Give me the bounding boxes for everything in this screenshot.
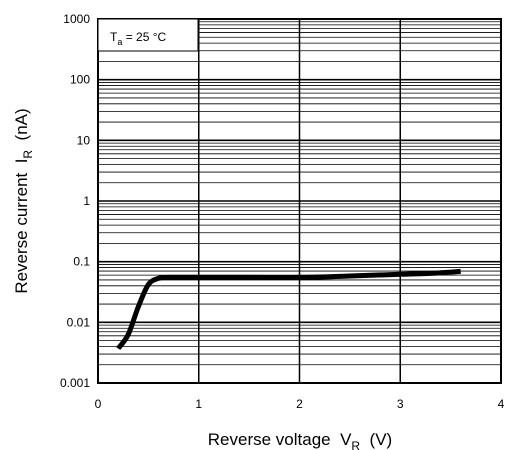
x-tick-label: 1 (195, 397, 202, 411)
y-tick-label: 100 (70, 73, 90, 87)
y-axis-label: Reverse current IR (nA) (12, 108, 35, 293)
y-tick-label: 1000 (63, 12, 90, 26)
y-tick-label: 1 (83, 194, 90, 208)
x-tick-labels: 0 1 2 3 4 (95, 397, 505, 411)
x-axis-label: Reverse voltage VR (V) (208, 430, 392, 450)
plot-frame (97, 18, 502, 384)
annotation-box (97, 18, 199, 52)
y-tick-label: 10 (77, 133, 91, 147)
x-tick-label: 4 (498, 397, 505, 411)
y-tick-label: 0.001 (60, 376, 90, 390)
y-tick-label: 0.01 (67, 315, 91, 329)
x-tick-label: 2 (296, 397, 303, 411)
annotation-text: Ta = 25 °C (110, 30, 167, 47)
y-tick-labels: 1000 100 10 1 0.1 0.01 0.001 (60, 12, 90, 390)
series-line (116, 268, 461, 351)
y-tick-label: 0.1 (73, 255, 90, 269)
x-tick-label: 0 (95, 397, 102, 411)
series-layer (116, 268, 461, 351)
x-tick-label: 3 (397, 397, 404, 411)
grid (98, 19, 501, 383)
